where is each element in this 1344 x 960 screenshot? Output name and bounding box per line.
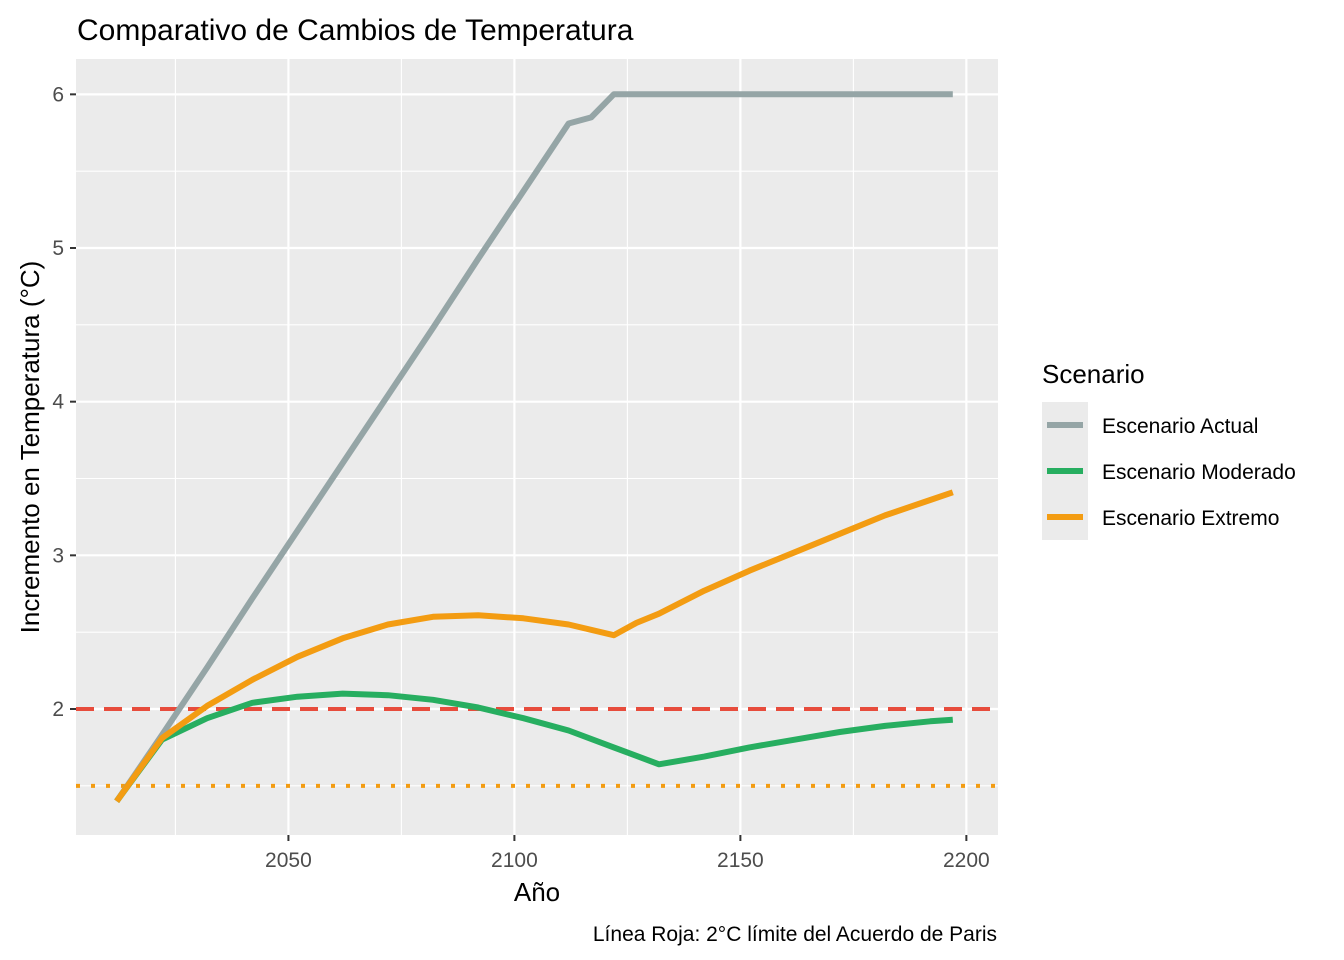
plot-panel (76, 59, 998, 835)
y-axis-ticks: 2 3 4 5 6 (52, 83, 76, 721)
y-tick-label: 6 (52, 83, 64, 106)
chart-caption: Línea Roja: 2°C límite del Acuerdo de Pa… (593, 923, 997, 946)
y-tick-label: 5 (52, 237, 64, 260)
y-tick-label: 3 (52, 544, 64, 567)
series-line-2 (114, 489, 954, 803)
legend-title: Scenario (1042, 359, 1145, 389)
legend-label: Escenario Extremo (1102, 507, 1279, 530)
x-axis-ticks: 2050 2100 2150 2200 (265, 835, 990, 872)
series-line-0 (114, 91, 953, 803)
x-tick-label: 2050 (265, 849, 312, 872)
legend-items: Escenario Actual Escenario Moderado Escena… (1042, 402, 1296, 540)
legend: Scenario Escenario Actual Escenario Moder… (1042, 359, 1296, 540)
series-lines (114, 91, 954, 803)
y-axis-title: Incremento en Temperatura (°C) (15, 261, 45, 634)
legend-label: Escenario Actual (1102, 415, 1258, 438)
y-tick-label: 2 (52, 698, 64, 721)
chart-title: Comparativo de Cambios de Temperatura (77, 14, 634, 47)
x-axis-title: Año (514, 877, 560, 907)
x-tick-label: 2200 (943, 849, 990, 872)
series-line-1 (114, 690, 953, 803)
y-tick-label: 4 (52, 391, 64, 414)
x-tick-label: 2100 (491, 849, 538, 872)
legend-label: Escenario Moderado (1102, 461, 1296, 484)
x-tick-label: 2150 (717, 849, 764, 872)
